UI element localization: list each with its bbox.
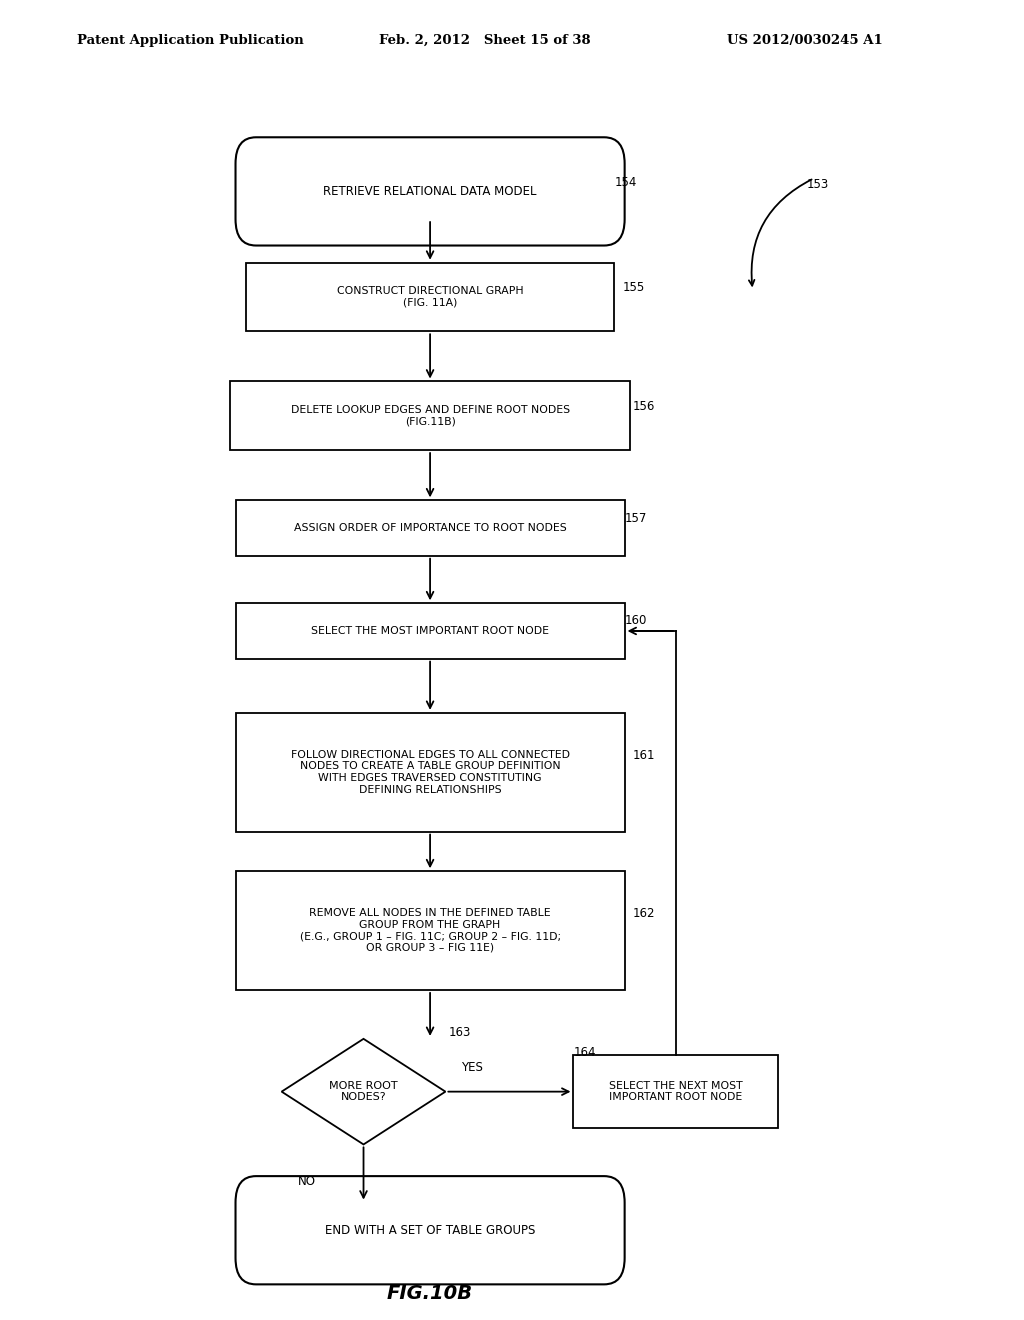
Text: 162: 162 xyxy=(633,907,655,920)
FancyBboxPatch shape xyxy=(236,713,625,832)
Text: SELECT THE MOST IMPORTANT ROOT NODE: SELECT THE MOST IMPORTANT ROOT NODE xyxy=(311,626,549,636)
Text: 155: 155 xyxy=(623,281,645,294)
Text: 153: 153 xyxy=(807,178,829,191)
Text: FIG.10B: FIG.10B xyxy=(387,1284,473,1303)
Text: Feb. 2, 2012   Sheet 15 of 38: Feb. 2, 2012 Sheet 15 of 38 xyxy=(379,34,591,48)
FancyBboxPatch shape xyxy=(573,1056,778,1127)
Text: 156: 156 xyxy=(633,400,655,413)
Text: END WITH A SET OF TABLE GROUPS: END WITH A SET OF TABLE GROUPS xyxy=(325,1224,536,1237)
Text: 157: 157 xyxy=(625,512,647,525)
FancyBboxPatch shape xyxy=(236,1176,625,1284)
FancyBboxPatch shape xyxy=(246,263,614,331)
Text: 154: 154 xyxy=(614,176,637,189)
Text: ASSIGN ORDER OF IMPORTANCE TO ROOT NODES: ASSIGN ORDER OF IMPORTANCE TO ROOT NODES xyxy=(294,523,566,533)
FancyBboxPatch shape xyxy=(230,381,630,450)
Text: 163: 163 xyxy=(449,1026,471,1039)
Text: 160: 160 xyxy=(625,614,647,627)
Text: DELETE LOOKUP EDGES AND DEFINE ROOT NODES
(FIG.11B): DELETE LOOKUP EDGES AND DEFINE ROOT NODE… xyxy=(291,405,569,426)
FancyBboxPatch shape xyxy=(236,871,625,990)
Text: SELECT THE NEXT MOST
IMPORTANT ROOT NODE: SELECT THE NEXT MOST IMPORTANT ROOT NODE xyxy=(609,1081,742,1102)
Text: YES: YES xyxy=(461,1061,482,1074)
Text: 164: 164 xyxy=(573,1045,596,1059)
Text: US 2012/0030245 A1: US 2012/0030245 A1 xyxy=(727,34,883,48)
Polygon shape xyxy=(282,1039,445,1144)
FancyBboxPatch shape xyxy=(236,137,625,246)
Text: Patent Application Publication: Patent Application Publication xyxy=(77,34,303,48)
Text: 161: 161 xyxy=(633,748,655,762)
Text: FOLLOW DIRECTIONAL EDGES TO ALL CONNECTED
NODES TO CREATE A TABLE GROUP DEFINITI: FOLLOW DIRECTIONAL EDGES TO ALL CONNECTE… xyxy=(291,750,569,795)
Text: NO: NO xyxy=(298,1175,316,1188)
Text: CONSTRUCT DIRECTIONAL GRAPH
(FIG. 11A): CONSTRUCT DIRECTIONAL GRAPH (FIG. 11A) xyxy=(337,286,523,308)
Text: RETRIEVE RELATIONAL DATA MODEL: RETRIEVE RELATIONAL DATA MODEL xyxy=(324,185,537,198)
FancyBboxPatch shape xyxy=(236,603,625,659)
Text: REMOVE ALL NODES IN THE DEFINED TABLE
GROUP FROM THE GRAPH
(E.G., GROUP 1 – FIG.: REMOVE ALL NODES IN THE DEFINED TABLE GR… xyxy=(299,908,561,953)
FancyBboxPatch shape xyxy=(236,500,625,556)
Text: MORE ROOT
NODES?: MORE ROOT NODES? xyxy=(329,1081,398,1102)
